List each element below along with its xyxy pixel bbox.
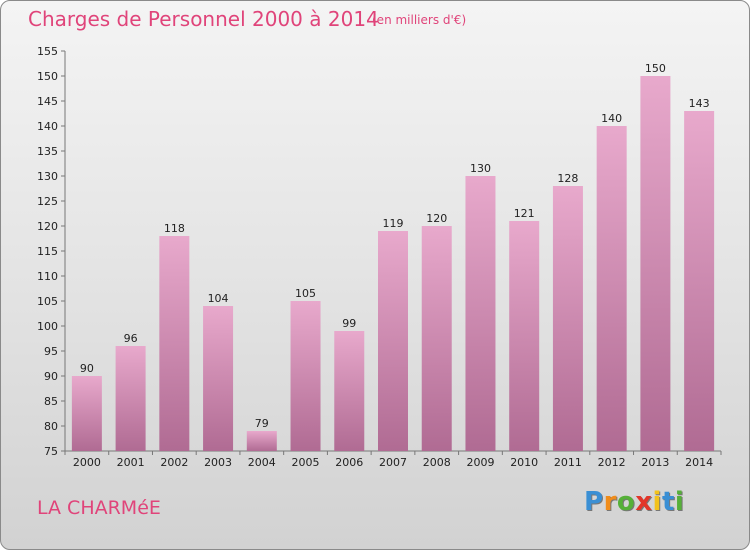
y-tick-label: 145 — [37, 95, 58, 108]
data-label: 118 — [164, 222, 185, 235]
y-tick-label: 155 — [37, 45, 58, 58]
logo-letter: r — [603, 487, 617, 517]
data-label: 90 — [80, 362, 94, 375]
logo-letter: i — [674, 487, 685, 517]
data-label: 140 — [601, 112, 622, 125]
y-tick-label: 140 — [37, 120, 58, 133]
bar — [465, 176, 496, 451]
bar — [203, 306, 234, 451]
y-tick-label: 105 — [37, 295, 58, 308]
data-label: 119 — [383, 217, 404, 230]
y-tick-label: 115 — [37, 245, 58, 258]
data-label: 121 — [514, 207, 535, 220]
y-tick-label: 95 — [44, 345, 58, 358]
bar — [509, 221, 540, 451]
data-label: 105 — [295, 287, 316, 300]
y-tick-label: 80 — [44, 420, 58, 433]
y-tick-label: 110 — [37, 270, 58, 283]
x-tick-label: 2004 — [248, 456, 276, 469]
y-tick-label: 100 — [37, 320, 58, 333]
data-label: 104 — [208, 292, 229, 305]
data-label: 128 — [557, 172, 578, 185]
chart-subtitle: (en milliers d'€) — [372, 13, 467, 27]
logo-letter: i — [652, 487, 662, 517]
y-tick-label: 135 — [37, 145, 58, 158]
x-tick-label: 2006 — [335, 456, 363, 469]
data-label: 150 — [645, 62, 666, 75]
bar — [334, 331, 365, 451]
y-tick-label: 130 — [37, 170, 58, 183]
x-tick-label: 2009 — [466, 456, 494, 469]
x-tick-label: 2014 — [685, 456, 713, 469]
data-label: 130 — [470, 162, 491, 175]
x-tick-label: 2013 — [641, 456, 669, 469]
bar — [596, 126, 627, 451]
logo-letter: x — [635, 487, 653, 517]
bar — [552, 186, 583, 451]
data-label: 143 — [689, 97, 710, 110]
y-tick-label: 75 — [44, 445, 58, 458]
bar — [378, 231, 408, 451]
commune-name: LA CHARMéE — [37, 497, 161, 519]
x-tick-label: 2002 — [160, 456, 188, 469]
y-tick-label: 90 — [44, 370, 58, 383]
y-tick-label: 125 — [37, 195, 58, 208]
bar — [640, 76, 671, 451]
bar — [421, 226, 452, 451]
bar — [290, 301, 321, 451]
x-tick-label: 2005 — [292, 456, 320, 469]
x-tick-label: 2010 — [510, 456, 538, 469]
bar — [71, 376, 102, 451]
data-label: 120 — [426, 212, 447, 225]
logo-letter: t — [661, 487, 675, 517]
x-tick-label: 2003 — [204, 456, 232, 469]
x-tick-label: 2007 — [379, 456, 407, 469]
x-tick-label: 2001 — [117, 456, 145, 469]
chart-title: Charges de Personnel 2000 à 2014 — [28, 7, 379, 31]
x-tick-label: 2011 — [554, 456, 582, 469]
bar — [159, 236, 190, 451]
y-tick-label: 120 — [37, 220, 58, 233]
y-tick-label: 85 — [44, 395, 58, 408]
proxiti-logo: Proxiti — [584, 487, 684, 517]
x-tick-label: 2008 — [423, 456, 451, 469]
bar — [684, 111, 715, 451]
x-tick-label: 2000 — [73, 456, 101, 469]
bar — [246, 431, 277, 451]
logo-letter: P — [584, 487, 604, 517]
data-label: 96 — [124, 332, 138, 345]
data-label: 79 — [255, 417, 269, 430]
x-tick-label: 2012 — [598, 456, 626, 469]
logo-letter: o — [616, 487, 636, 517]
bar — [115, 346, 146, 451]
y-tick-label: 150 — [37, 70, 58, 83]
data-label: 99 — [342, 317, 356, 330]
